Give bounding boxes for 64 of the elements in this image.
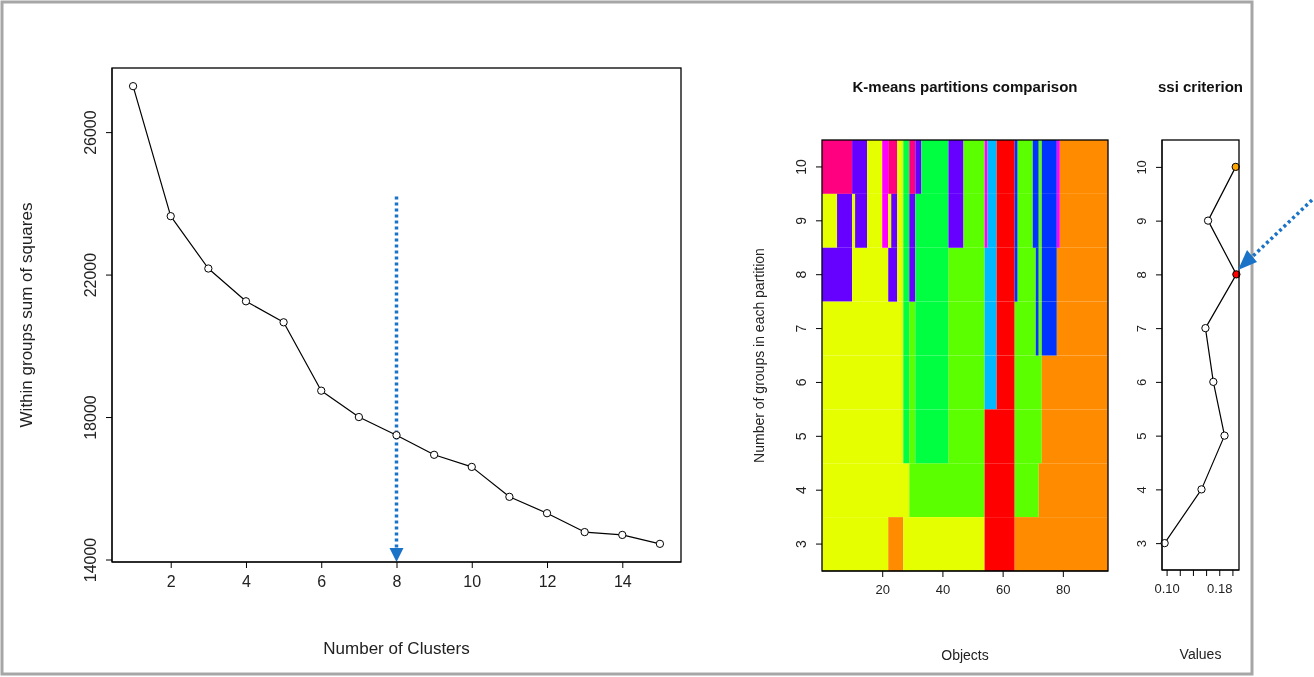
y-tick-label: 7 xyxy=(793,324,809,333)
x-tick-label: 4 xyxy=(242,573,252,591)
point xyxy=(392,431,401,440)
y-tick-label: 14000 xyxy=(82,537,99,583)
x-tick-label: 6 xyxy=(317,573,327,591)
y-tick-label: 7 xyxy=(1134,325,1149,333)
y-tick-label: 5 xyxy=(1134,432,1149,440)
point xyxy=(580,527,589,537)
x-axis-title: Values xyxy=(1179,646,1222,662)
y-tick-label: 8 xyxy=(793,270,809,279)
bar xyxy=(888,140,898,194)
y-tick-label: 8 xyxy=(1134,271,1149,279)
y-tick-label: 4 xyxy=(793,486,809,495)
x-tick-label: 40 xyxy=(935,582,951,598)
chart-title: ssi criterion xyxy=(1157,78,1244,95)
y-axis-title: Number of groups in each partition xyxy=(751,248,767,463)
x-tick-label: 20 xyxy=(875,582,890,598)
y-tick-label: 9 xyxy=(793,216,809,225)
x-tick-label: 0.10 xyxy=(1154,581,1180,597)
y-axis-title: Within groups sum of squares xyxy=(17,202,36,428)
y-tick-label: 6 xyxy=(1134,378,1149,386)
x-tick-label: 80 xyxy=(1056,582,1071,598)
point xyxy=(618,530,627,540)
point xyxy=(241,297,251,306)
y-tick-label: 6 xyxy=(793,378,809,387)
point xyxy=(128,82,138,91)
x-tick-label: 60 xyxy=(995,582,1011,598)
point xyxy=(1209,377,1218,387)
y-tick-label: 22000 xyxy=(82,252,99,298)
x-tick-label: 8 xyxy=(392,573,402,591)
y-tick-label: 5 xyxy=(793,432,809,441)
bar xyxy=(822,140,853,194)
y-tick-label: 10 xyxy=(1134,160,1149,175)
point xyxy=(1203,216,1213,225)
point xyxy=(429,450,439,459)
point xyxy=(204,264,213,273)
x-tick-label: 2 xyxy=(166,573,176,591)
y-tick-label: 9 xyxy=(1134,217,1149,225)
point xyxy=(467,462,476,472)
point xyxy=(1220,431,1229,440)
x-tick-label: 10 xyxy=(463,573,482,591)
y-tick-label: 18000 xyxy=(82,395,99,440)
chart-title: K-means partitions comparison xyxy=(852,78,1078,95)
x-axis-title: Objects xyxy=(941,647,989,663)
point xyxy=(1197,485,1206,494)
y-tick-label: 26000 xyxy=(82,110,99,155)
point xyxy=(1201,323,1210,333)
point xyxy=(542,509,552,518)
point xyxy=(279,318,288,327)
point xyxy=(317,386,326,395)
x-tick-label: 12 xyxy=(538,573,557,591)
x-axis-title: Number of Clusters xyxy=(323,639,470,658)
y-tick-label: 10 xyxy=(793,158,809,175)
x-tick-label: 0.18 xyxy=(1207,581,1233,597)
y-tick-label: 3 xyxy=(793,539,809,548)
point xyxy=(354,412,364,422)
x-tick-label: 14 xyxy=(613,573,632,591)
point xyxy=(655,539,665,548)
y-tick-label: 4 xyxy=(1134,486,1149,494)
bar xyxy=(909,140,916,194)
point xyxy=(505,492,514,501)
bar xyxy=(822,193,838,248)
y-tick-label: 3 xyxy=(1134,540,1149,548)
point xyxy=(166,212,175,221)
